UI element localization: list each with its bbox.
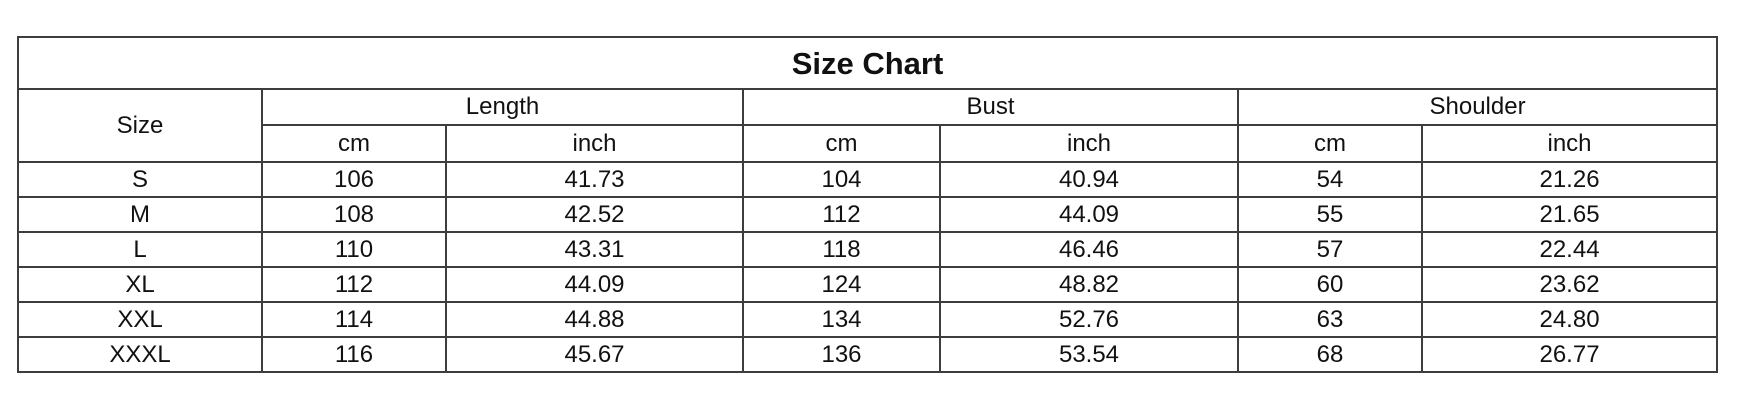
cell-size: XXL <box>17 301 263 338</box>
cell-length-inch: 45.67 <box>445 336 744 373</box>
unit-header-shoulder-cm: cm <box>1237 124 1423 163</box>
cell-shoulder-inch: 26.77 <box>1420 336 1719 373</box>
cell-length-inch: 44.88 <box>445 301 744 338</box>
cell-length-cm: 108 <box>261 196 447 233</box>
cell-bust-inch: 46.46 <box>939 231 1239 268</box>
page-title: Size Chart <box>16 36 1719 90</box>
table-row-m: M 108 42.52 112 44.09 55 21.65 <box>17 196 1719 233</box>
cell-shoulder-cm: 55 <box>1237 196 1423 233</box>
cell-length-cm: 106 <box>261 161 447 198</box>
cell-shoulder-inch: 22.44 <box>1420 231 1719 268</box>
unit-header-shoulder-inch: inch <box>1420 124 1719 163</box>
cell-length-inch: 43.31 <box>445 231 744 268</box>
cell-bust-inch: 52.76 <box>939 301 1239 338</box>
cell-bust-inch: 48.82 <box>939 266 1239 303</box>
unit-header-length-inch: inch <box>445 124 744 163</box>
unit-header-row: cm inch cm inch cm inch <box>18 124 1719 163</box>
cell-shoulder-cm: 63 <box>1237 301 1423 338</box>
cell-length-cm: 116 <box>261 336 447 373</box>
cell-size: S <box>17 161 263 198</box>
cell-shoulder-cm: 68 <box>1237 336 1423 373</box>
group-header-bust: Bust <box>742 88 1239 126</box>
cell-bust-cm: 136 <box>742 336 941 373</box>
cell-length-inch: 44.09 <box>445 266 744 303</box>
cell-bust-inch: 53.54 <box>939 336 1239 373</box>
cell-bust-cm: 124 <box>742 266 941 303</box>
table-row-xxl: XXL 114 44.88 134 52.76 63 24.80 <box>17 301 1719 338</box>
group-header-row: Size Length Bust Shoulder <box>17 88 1719 163</box>
cell-bust-cm: 134 <box>742 301 941 338</box>
cell-bust-cm: 104 <box>742 161 941 198</box>
cell-length-cm: 110 <box>261 231 447 268</box>
cell-shoulder-inch: 21.26 <box>1420 161 1719 198</box>
cell-length-cm: 114 <box>261 301 447 338</box>
unit-header-bust-inch: inch <box>939 124 1239 163</box>
cell-bust-inch: 40.94 <box>939 161 1239 198</box>
group-header-length: Length <box>261 88 744 126</box>
column-header-size: Size <box>17 88 263 163</box>
table-row-l: L 110 43.31 118 46.46 57 22.44 <box>17 231 1719 268</box>
cell-shoulder-cm: 60 <box>1237 266 1423 303</box>
unit-header-length-cm: cm <box>261 124 447 163</box>
cell-length-inch: 41.73 <box>445 161 744 198</box>
unit-header-bust-cm: cm <box>742 124 941 163</box>
cell-size: L <box>17 231 263 268</box>
cell-length-cm: 112 <box>261 266 447 303</box>
cell-size: M <box>17 196 263 233</box>
table-row-s: S 106 41.73 104 40.94 54 21.26 <box>17 161 1719 198</box>
size-chart-table: Size Chart Size Length Bust Shoulder cm … <box>16 36 1719 373</box>
title-row: Size Chart <box>16 36 1719 90</box>
cell-shoulder-inch: 24.80 <box>1420 301 1719 338</box>
cell-size: XXXL <box>17 336 263 373</box>
table-row-xl: XL 112 44.09 124 48.82 60 23.62 <box>17 266 1719 303</box>
cell-shoulder-cm: 54 <box>1237 161 1423 198</box>
cell-shoulder-inch: 23.62 <box>1420 266 1719 303</box>
cell-bust-cm: 118 <box>742 231 941 268</box>
cell-bust-inch: 44.09 <box>939 196 1239 233</box>
cell-bust-cm: 112 <box>742 196 941 233</box>
table-row-xxxl: XXXL 116 45.67 136 53.54 68 26.77 <box>17 336 1719 373</box>
cell-shoulder-cm: 57 <box>1237 231 1423 268</box>
cell-size: XL <box>17 266 263 303</box>
group-header-shoulder: Shoulder <box>1236 88 1719 126</box>
cell-shoulder-inch: 21.65 <box>1420 196 1719 233</box>
cell-length-inch: 42.52 <box>445 196 744 233</box>
